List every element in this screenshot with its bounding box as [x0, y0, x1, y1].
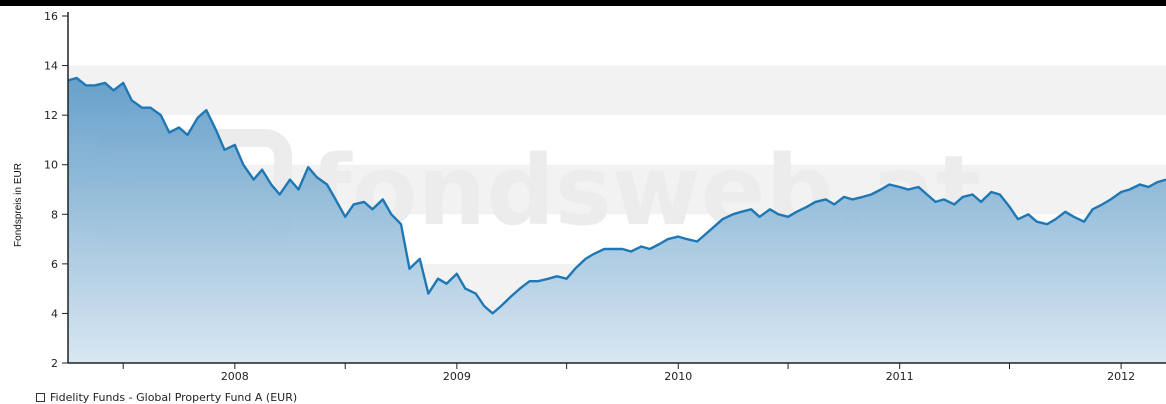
x-tick-label: 2011 — [886, 370, 914, 383]
x-tick-label: 2012 — [1107, 370, 1135, 383]
y-tick-label: 14 — [44, 60, 58, 73]
grid-band — [68, 65, 1166, 116]
y-tick-label: 12 — [44, 109, 58, 122]
x-tick-label: 2009 — [443, 370, 471, 383]
y-axis-label: Fondspreis in EUR — [13, 163, 24, 247]
y-tick-label: 4 — [51, 307, 58, 320]
x-tick-label: 2008 — [221, 370, 249, 383]
y-tick-label: 8 — [51, 208, 58, 221]
legend-label: Fidelity Funds - Global Property Fund A … — [50, 390, 298, 404]
series-line — [67, 76, 1166, 315]
y-tick-label: 16 — [44, 10, 58, 23]
series-area — [68, 78, 1166, 363]
y-tick-label: 10 — [44, 159, 58, 172]
top-border — [0, 0, 1166, 6]
legend: Fidelity Funds - Global Property Fund A … — [36, 390, 298, 404]
x-tick-label: 2010 — [664, 370, 692, 383]
y-tick-label: 6 — [51, 258, 58, 271]
legend-swatch — [36, 392, 45, 402]
y-tick-label: 2 — [51, 357, 58, 370]
axes: 2 4 6 8 10 12 14 16 2008 2009 2010 2011 2012 — [44, 10, 1166, 383]
